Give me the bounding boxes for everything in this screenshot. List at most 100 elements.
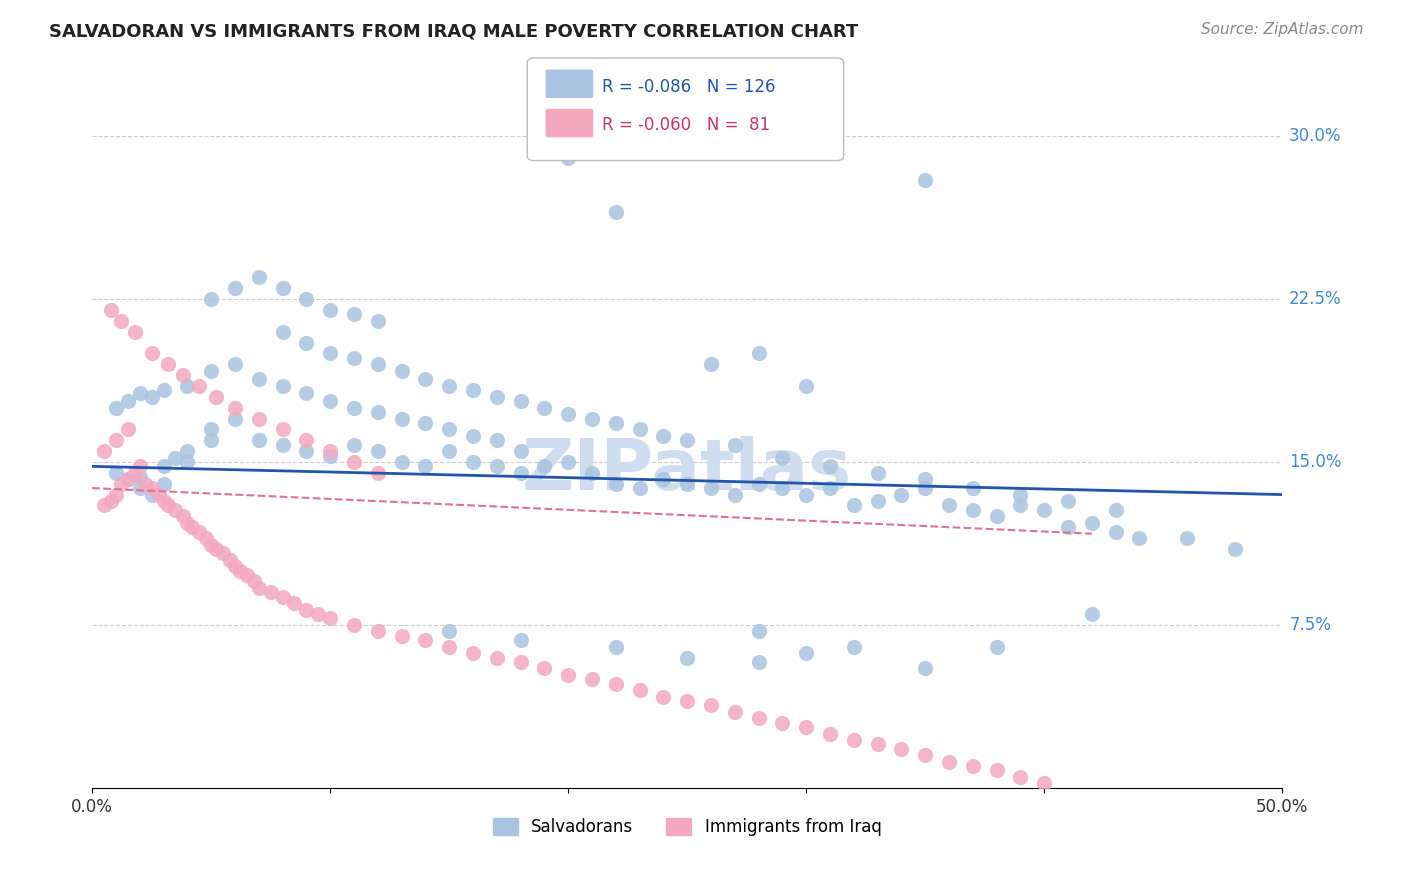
Point — [794, 487, 817, 501]
Point — [295, 292, 318, 306]
Text: R = -0.060   N =  81: R = -0.060 N = 81 — [602, 116, 770, 134]
Point — [605, 676, 627, 690]
Point — [461, 384, 484, 398]
Point — [533, 401, 555, 415]
Point — [605, 476, 627, 491]
Point — [104, 434, 127, 448]
Point — [605, 205, 627, 219]
Point — [117, 422, 139, 436]
Point — [229, 564, 252, 578]
Point — [295, 335, 318, 350]
Point — [557, 455, 579, 469]
Point — [117, 472, 139, 486]
Point — [557, 151, 579, 165]
Point — [128, 459, 150, 474]
Point — [224, 559, 246, 574]
Point — [676, 694, 699, 708]
Point — [319, 444, 342, 458]
Point — [818, 459, 841, 474]
Point — [1223, 541, 1246, 556]
Point — [176, 455, 198, 469]
Point — [676, 434, 699, 448]
Point — [319, 303, 342, 318]
Point — [205, 541, 228, 556]
Point — [986, 509, 1008, 524]
Point — [391, 411, 413, 425]
Point — [128, 385, 150, 400]
Point — [748, 624, 770, 639]
Point — [509, 466, 531, 480]
Point — [605, 640, 627, 654]
Point — [152, 494, 174, 508]
Point — [271, 281, 294, 295]
Point — [437, 444, 460, 458]
Point — [307, 607, 329, 621]
Point — [200, 434, 222, 448]
Point — [581, 466, 603, 480]
Point — [247, 581, 270, 595]
Point — [343, 351, 366, 365]
Point — [842, 640, 865, 654]
Point — [1128, 531, 1150, 545]
Point — [165, 450, 187, 465]
Point — [1033, 503, 1056, 517]
Point — [1104, 524, 1126, 539]
Point — [628, 422, 651, 436]
Text: 22.5%: 22.5% — [1289, 290, 1341, 308]
Point — [141, 346, 163, 360]
Point — [962, 481, 984, 495]
Point — [165, 503, 187, 517]
Text: 7.5%: 7.5% — [1289, 616, 1331, 634]
Point — [152, 459, 174, 474]
Point — [176, 516, 198, 530]
Point — [866, 738, 889, 752]
Point — [938, 499, 960, 513]
Point — [509, 655, 531, 669]
Point — [260, 585, 283, 599]
Point — [962, 759, 984, 773]
Point — [986, 764, 1008, 778]
Point — [962, 503, 984, 517]
Point — [124, 466, 146, 480]
Point — [1033, 776, 1056, 790]
Point — [188, 524, 211, 539]
Point — [247, 411, 270, 425]
Point — [676, 650, 699, 665]
Point — [818, 726, 841, 740]
Point — [224, 357, 246, 371]
Point — [319, 611, 342, 625]
Point — [914, 472, 936, 486]
Point — [224, 411, 246, 425]
Point — [283, 596, 305, 610]
Point — [224, 401, 246, 415]
Point — [367, 624, 389, 639]
Point — [1175, 531, 1198, 545]
Text: Source: ZipAtlas.com: Source: ZipAtlas.com — [1201, 22, 1364, 37]
Point — [437, 422, 460, 436]
Text: R = -0.086   N = 126: R = -0.086 N = 126 — [602, 78, 775, 96]
Point — [461, 429, 484, 443]
Point — [367, 405, 389, 419]
Point — [391, 455, 413, 469]
Point — [509, 633, 531, 648]
Point — [581, 411, 603, 425]
Point — [1081, 607, 1104, 621]
Point — [748, 655, 770, 669]
Point — [391, 364, 413, 378]
Point — [295, 385, 318, 400]
Point — [181, 520, 204, 534]
Point — [652, 429, 675, 443]
Point — [700, 481, 723, 495]
Point — [1104, 503, 1126, 517]
Point — [415, 459, 437, 474]
Point — [914, 748, 936, 763]
Point — [533, 661, 555, 675]
Point — [110, 314, 132, 328]
Point — [1057, 494, 1080, 508]
Point — [157, 499, 180, 513]
Point — [141, 487, 163, 501]
Point — [236, 568, 259, 582]
Point — [557, 668, 579, 682]
Point — [157, 357, 180, 371]
Point — [485, 459, 508, 474]
